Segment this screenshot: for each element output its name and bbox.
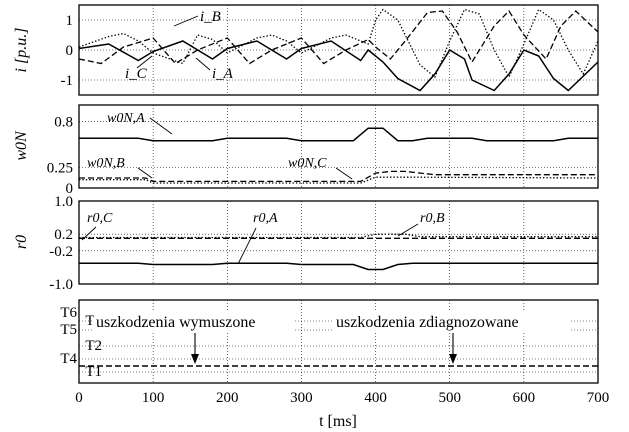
ytick-2-0: 1.0 bbox=[54, 194, 73, 210]
annotation-w0n-b: w0N,B bbox=[87, 156, 125, 171]
annotation-r0-c: r0,C bbox=[87, 211, 113, 226]
annotation-r0-b-leader bbox=[397, 223, 419, 237]
annotation-forced-faults: uszkodzenia wymuszone bbox=[96, 314, 256, 331]
xtick-3: 300 bbox=[290, 390, 313, 406]
ylabel-r0: r0 bbox=[13, 235, 30, 249]
ytick-1-2: 0 bbox=[66, 181, 74, 197]
ytick-3-2: T5 bbox=[60, 322, 77, 338]
xtick-0: 0 bbox=[75, 390, 83, 406]
annotation-i-b: i_B bbox=[200, 9, 221, 25]
annotation-w0n-b-leader bbox=[137, 167, 153, 179]
annotation-i-b-leader bbox=[173, 15, 199, 27]
series-1-0 bbox=[79, 127, 598, 142]
series-1-1 bbox=[79, 170, 598, 183]
series-1-2 bbox=[79, 176, 599, 184]
ytick-2-1: 0.2 bbox=[54, 227, 73, 243]
annotation-i-a-leader bbox=[195, 57, 211, 71]
xtick-4: 400 bbox=[364, 390, 387, 406]
annotation-r0-a: r0,A bbox=[253, 211, 278, 226]
series-0-2 bbox=[78, 9, 599, 65]
ytick-3-5: T1 bbox=[85, 364, 102, 380]
annotation-w0n-c-leader bbox=[335, 167, 353, 180]
xtick-7: 700 bbox=[587, 390, 610, 406]
annotation-w0n-a: w0N,A bbox=[107, 111, 145, 126]
series-0-0 bbox=[78, 40, 599, 92]
annotation-i-c-leader bbox=[136, 55, 153, 69]
annotation-diagnosed-faults: uszkodzenia zdiagnozowane bbox=[336, 314, 519, 331]
ylabel-i: i [p.u.] bbox=[13, 28, 30, 73]
annotation-r0-a-leader bbox=[237, 227, 257, 265]
annotation-w0n-c: w0N,C bbox=[288, 156, 327, 171]
ytick-3-4: T4 bbox=[60, 351, 77, 367]
ytick-2-3: -1.0 bbox=[49, 277, 73, 293]
annotation-i-c: i_C bbox=[125, 66, 148, 82]
series-0-1 bbox=[78, 8, 599, 79]
ytick-1-1: 0.25 bbox=[47, 160, 73, 176]
annotation-forced-arrowhead bbox=[191, 354, 199, 364]
ytick-0-1: 0 bbox=[66, 43, 74, 59]
panel-w0n-frame bbox=[78, 104, 599, 189]
annotation-r0-c-leader bbox=[81, 226, 97, 241]
xtick-2: 200 bbox=[216, 390, 239, 406]
ytick-3-0: T6 bbox=[60, 305, 77, 321]
annotation-diagnosed-arrowhead bbox=[449, 354, 457, 364]
series-layer bbox=[78, 8, 599, 367]
annotation-forced-bg bbox=[94, 311, 294, 331]
annotation-w0n-a-leader bbox=[149, 117, 173, 135]
ylabel-w0n: w0N bbox=[13, 130, 30, 161]
xtick-1: 100 bbox=[142, 390, 165, 406]
annotation-i-a: i_A bbox=[212, 66, 234, 82]
ytick-0-2: -1 bbox=[61, 73, 74, 89]
series-2-0 bbox=[79, 262, 598, 271]
xlabel: t [ms] bbox=[319, 413, 357, 430]
xtick-6: 600 bbox=[513, 390, 536, 406]
ytick-0-0: 1 bbox=[66, 13, 74, 29]
panel-r0-frame bbox=[78, 200, 599, 285]
annotation-diagnosed-bg bbox=[334, 311, 570, 331]
xtick-5: 500 bbox=[438, 390, 461, 406]
ytick-1-0: 0.8 bbox=[54, 115, 73, 131]
ytick-2-2: -0.2 bbox=[49, 244, 73, 260]
series-2-1 bbox=[79, 233, 598, 239]
panel-faults-frame bbox=[78, 299, 599, 384]
annotation-r0-b: r0,B bbox=[420, 211, 445, 226]
ytick-3-3: T2 bbox=[85, 338, 102, 354]
